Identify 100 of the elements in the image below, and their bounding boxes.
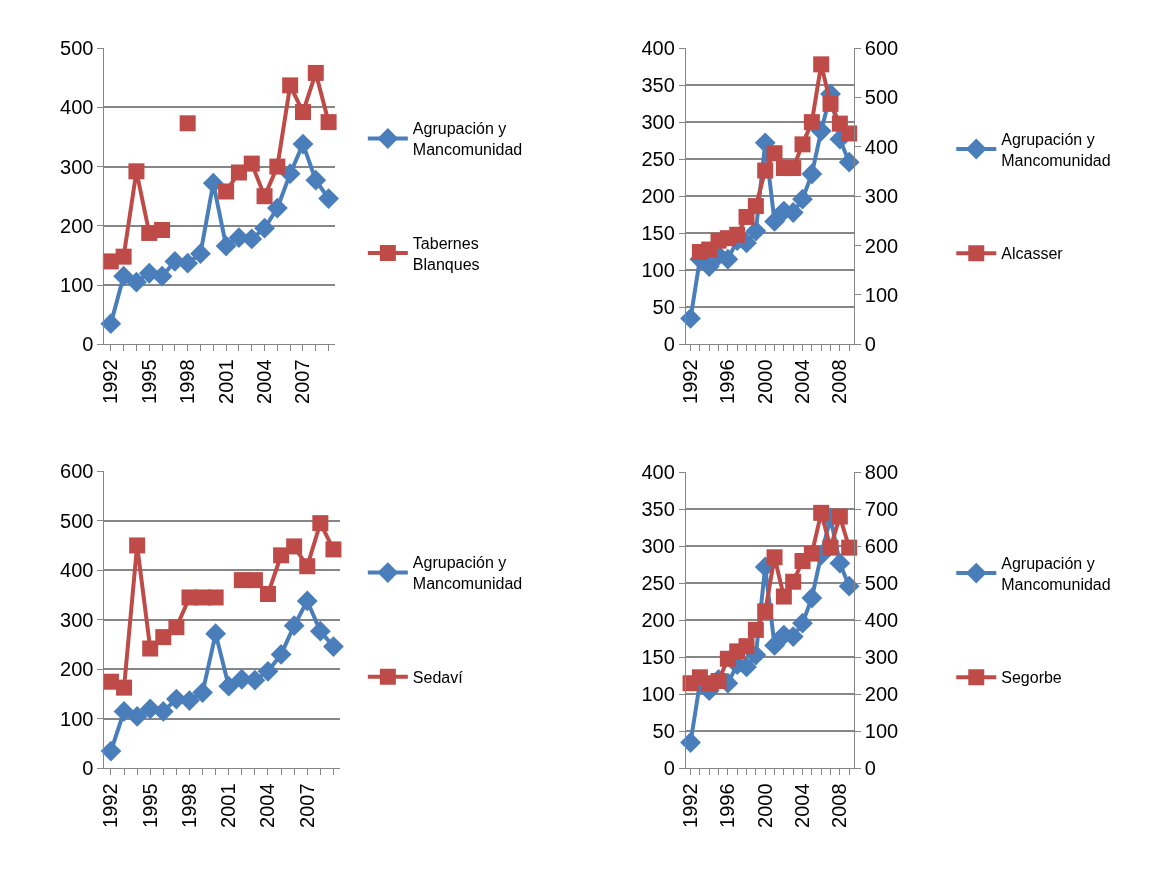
y-tick-label: 300	[641, 535, 675, 558]
point	[757, 603, 774, 620]
y-tick-label: 200	[60, 658, 94, 681]
point	[294, 104, 311, 121]
point	[838, 575, 860, 597]
point	[323, 636, 344, 657]
point	[792, 188, 813, 210]
y2-tick-label: 300	[864, 646, 899, 669]
y2-tick-label: 200	[864, 683, 899, 706]
y-tick-label: 400	[60, 559, 94, 582]
point	[305, 169, 327, 191]
point	[745, 220, 767, 242]
point	[152, 701, 174, 722]
y-tick-label: 50	[652, 296, 675, 319]
point	[794, 136, 811, 153]
legend-label: Agrupación y Mancomunidad	[1001, 554, 1111, 593]
legend-label: Tabernes Blanques	[412, 234, 480, 273]
point	[764, 635, 785, 656]
point	[243, 155, 260, 172]
y-tick-label: 400	[641, 461, 675, 484]
x-tick-label: 2008	[828, 359, 851, 404]
x-tick-label: 1992	[99, 783, 122, 828]
point	[283, 615, 305, 637]
y-tick-label: 0	[82, 333, 94, 356]
point	[179, 115, 196, 132]
y2-tick-label: 200	[864, 234, 899, 257]
point	[241, 228, 263, 250]
point	[202, 172, 224, 194]
legend-label: Agrupación y Mancomunidad	[1001, 130, 1111, 169]
point	[286, 538, 303, 555]
point	[747, 621, 764, 638]
y-tick-label: 100	[60, 274, 94, 297]
x-tick-label: 1992	[679, 359, 702, 404]
point	[207, 589, 224, 606]
y2-tick-label: 500	[864, 86, 899, 109]
point	[215, 235, 237, 257]
y-tick-label: 300	[60, 155, 94, 178]
point	[257, 660, 279, 682]
point	[775, 588, 792, 605]
point	[129, 537, 146, 554]
x-tick-label: 2001	[214, 359, 237, 404]
point	[829, 552, 851, 574]
y2-tick-label: 700	[864, 498, 899, 521]
y-tick-label: 100	[641, 259, 675, 282]
point	[218, 183, 235, 200]
point	[230, 164, 247, 181]
legend-label: Sedaví	[412, 669, 464, 686]
point	[698, 256, 720, 277]
y-tick-label: 0	[82, 757, 94, 780]
point	[803, 545, 820, 562]
x-tick-label: 1992	[679, 783, 702, 828]
point	[154, 221, 171, 238]
x-tick-label: 1995	[137, 359, 160, 404]
y-tick-label: 350	[641, 74, 675, 97]
x-tick-label: 2004	[791, 359, 814, 404]
y-tick-label: 500	[60, 37, 94, 60]
point	[754, 132, 776, 154]
y-tick-label: 0	[663, 757, 675, 780]
point	[179, 690, 200, 711]
y-tick-label: 400	[641, 37, 675, 60]
point	[312, 515, 329, 532]
point	[126, 271, 147, 293]
point	[841, 125, 858, 142]
point	[738, 638, 755, 655]
point	[764, 211, 785, 232]
x-tick-label: 1995	[138, 783, 161, 828]
point	[218, 675, 240, 697]
point	[766, 549, 783, 566]
y-tick-label: 200	[641, 185, 675, 208]
point	[190, 243, 211, 265]
y-tick-label: 0	[663, 333, 675, 356]
y2-tick-label: 600	[864, 535, 899, 558]
x-tick-label: 2004	[791, 783, 814, 828]
x-tick-label: 1996	[716, 783, 739, 828]
point	[260, 586, 276, 602]
point	[205, 623, 227, 645]
point	[320, 114, 337, 131]
point	[113, 265, 135, 287]
point	[151, 265, 173, 287]
point	[273, 547, 290, 564]
legend-label: Segorbe	[1001, 669, 1062, 687]
x-tick-label: 2000	[753, 783, 776, 828]
x-tick-label: 1998	[177, 783, 200, 828]
point	[282, 77, 299, 94]
point	[680, 732, 701, 753]
point	[803, 114, 820, 131]
y2-tick-label: 500	[864, 572, 899, 595]
point	[296, 590, 318, 612]
point	[307, 64, 324, 81]
point	[292, 133, 314, 155]
point	[785, 160, 802, 177]
y2-tick-label: 0	[864, 757, 876, 780]
point	[113, 701, 135, 722]
y2-tick-label: 400	[864, 609, 899, 632]
point	[831, 508, 848, 525]
point	[126, 705, 148, 727]
point	[100, 313, 122, 335]
y2-tick-label: 300	[864, 185, 899, 208]
x-tick-label: 1998	[176, 359, 199, 404]
y-tick-label: 500	[60, 509, 94, 532]
